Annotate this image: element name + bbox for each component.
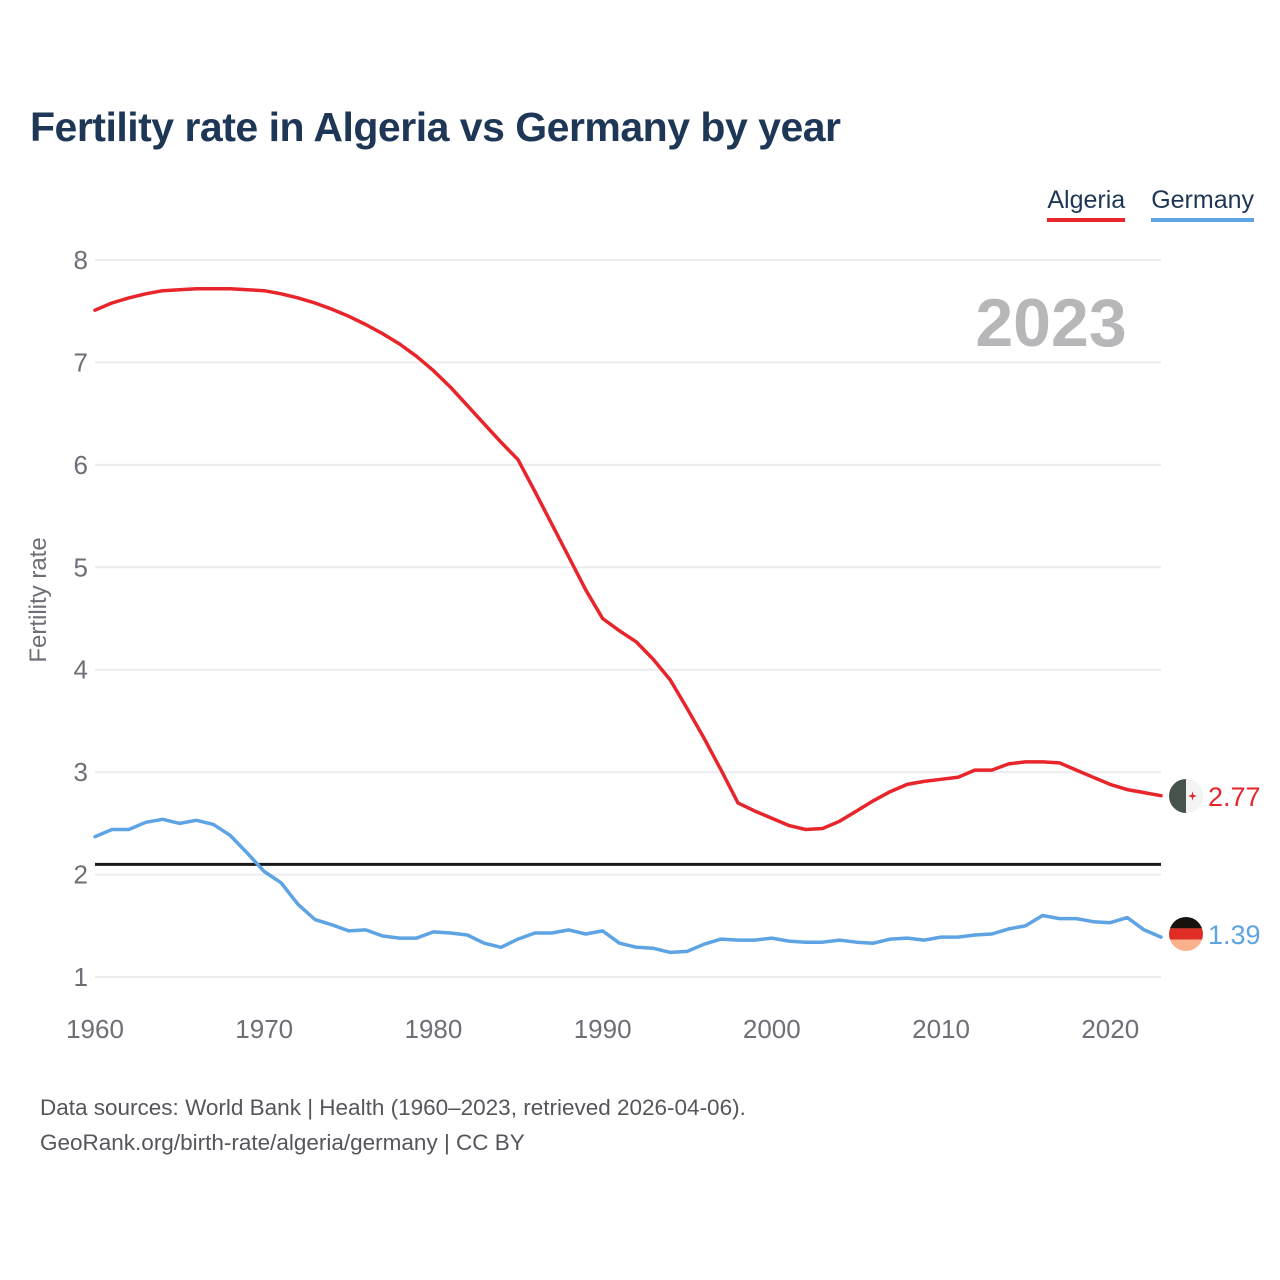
algeria-end-value: 2.77: [1208, 782, 1261, 812]
y-axis-title: Fertility rate: [25, 537, 52, 662]
x-tick-labels: 1960 1970 1980 1990 2000 2010 2020: [66, 1014, 1139, 1044]
x-tick-label: 2000: [743, 1014, 801, 1044]
gridlines: [95, 259, 1161, 978]
germany-series-line: [93, 817, 1163, 955]
y-tick-label: 7: [74, 347, 88, 377]
y-tick-labels: 1 2 3 4 5 6 7 8: [74, 245, 88, 992]
x-tick-label: 1970: [235, 1014, 293, 1044]
algeria-flag-icon: [1169, 779, 1203, 813]
page-title: Fertility rate in Algeria vs Germany by …: [30, 104, 841, 150]
x-tick-label: 2020: [1081, 1014, 1139, 1044]
watermark-year: 2023: [975, 285, 1126, 361]
data-source-note: Data sources: World Bank | Health (1960–…: [40, 1090, 746, 1160]
y-tick-label: 6: [74, 450, 88, 480]
x-tick-label: 1960: [66, 1014, 124, 1044]
y-tick-label: 4: [74, 655, 88, 685]
legend: Algeria Germany: [1047, 186, 1254, 222]
y-tick-label: 8: [74, 245, 88, 275]
germany-flag-icon: [1169, 917, 1203, 951]
legend-item-algeria[interactable]: Algeria: [1047, 186, 1126, 222]
license-line: GeoRank.org/birth-rate/algeria/germany |…: [40, 1130, 525, 1155]
x-tick-label: 1980: [404, 1014, 462, 1044]
x-tick-label: 2010: [912, 1014, 970, 1044]
source-line: Data sources: World Bank | Health (1960–…: [40, 1095, 746, 1120]
legend-item-germany[interactable]: Germany: [1151, 186, 1254, 222]
x-tick-label: 1990: [574, 1014, 632, 1044]
germany-end-value: 1.39: [1208, 920, 1261, 950]
y-tick-label: 2: [74, 860, 88, 890]
y-tick-label: 5: [74, 552, 88, 582]
y-tick-label: 3: [74, 757, 88, 787]
series-lines: [93, 286, 1163, 955]
algeria-series-line: [93, 286, 1163, 832]
y-tick-label: 1: [74, 962, 88, 992]
